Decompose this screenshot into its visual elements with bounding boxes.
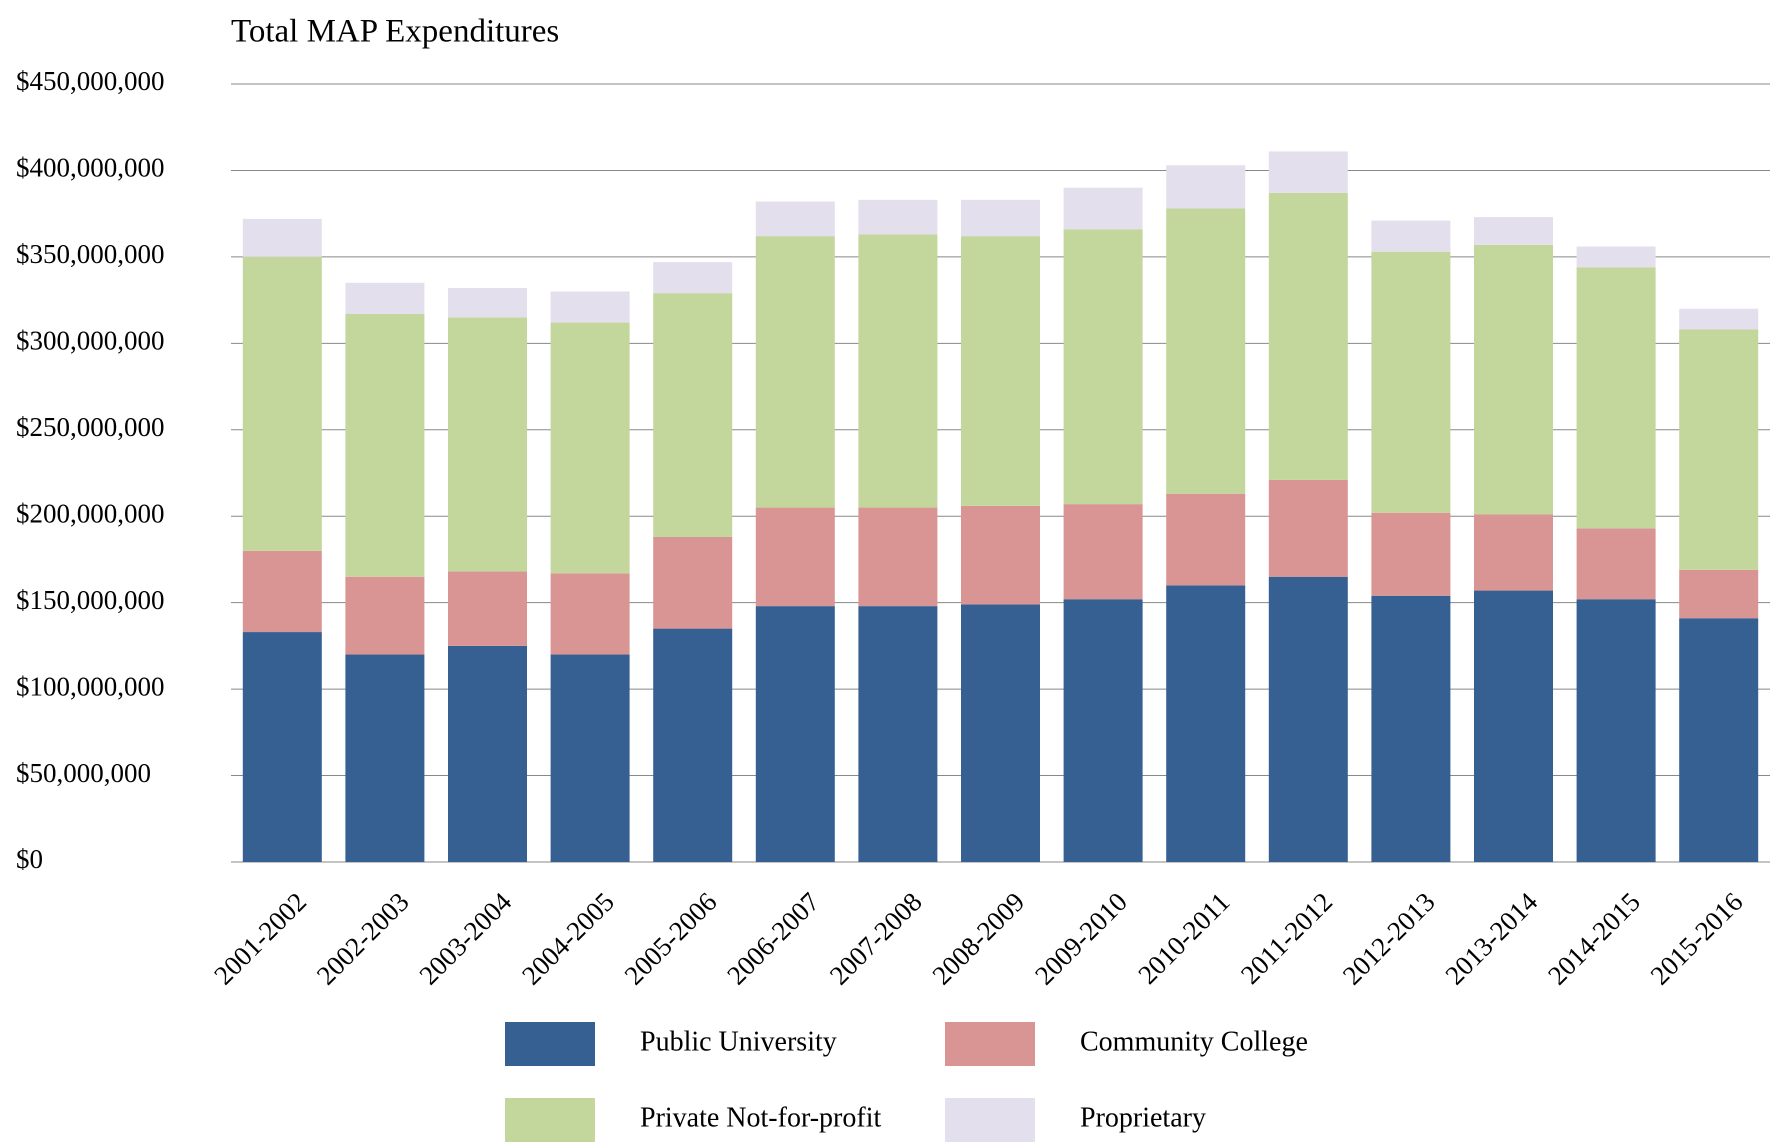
x-tick-label: 2004-2005 <box>516 887 620 991</box>
legend-swatch <box>505 1098 595 1142</box>
bar-segment <box>345 282 425 314</box>
legend-swatch <box>945 1098 1035 1142</box>
bar-segment <box>1268 151 1348 193</box>
bar-segment <box>447 288 528 318</box>
bar-segment <box>858 199 938 235</box>
bar-segment <box>1371 595 1451 862</box>
y-tick-label: $0 <box>16 844 43 874</box>
bar-segment <box>242 256 322 551</box>
bar-segment <box>653 262 733 294</box>
x-tick-label: 2006-2007 <box>721 887 825 991</box>
bar-segment <box>1679 618 1759 862</box>
bar-segment <box>858 234 938 508</box>
bar-segment <box>1268 192 1348 480</box>
bar-segment <box>1063 504 1143 600</box>
bar-segment <box>1679 329 1759 570</box>
y-tick-label: $300,000,000 <box>16 326 165 356</box>
bar-segment <box>1268 576 1348 862</box>
bar-segment <box>550 654 630 862</box>
bar-segment <box>447 571 528 646</box>
legend-label: Private Not-for-profit <box>640 1102 881 1133</box>
x-tick-label: 2010-2011 <box>1132 887 1235 990</box>
y-tick-label: $400,000,000 <box>16 153 165 183</box>
bar-segment <box>755 236 835 508</box>
y-tick-label: $50,000,000 <box>16 758 151 788</box>
x-tick-label: 2013-2014 <box>1439 886 1543 990</box>
bar-segment <box>653 628 733 862</box>
bar-segment <box>550 291 630 323</box>
bar-segment <box>1473 590 1554 862</box>
bar-segment <box>858 507 938 607</box>
bar-segment <box>242 550 322 633</box>
y-tick-label: $250,000,000 <box>16 412 165 442</box>
bar-segment <box>755 201 835 237</box>
x-tick-label: 2007-2008 <box>824 887 928 991</box>
bar-segment <box>1576 246 1656 268</box>
y-tick-label: $100,000,000 <box>16 671 165 701</box>
bar-segment <box>1473 244 1554 515</box>
bar-segment <box>1371 251 1451 513</box>
y-tick-label: $450,000,000 <box>16 66 165 96</box>
y-tick-label: $150,000,000 <box>16 585 165 615</box>
x-tick-label: 2012-2013 <box>1337 887 1441 991</box>
bar-segment <box>653 536 733 629</box>
x-tick-label: 2014-2015 <box>1542 887 1646 991</box>
chart-title: Total MAP Expenditures <box>231 14 559 50</box>
bar-segment <box>960 199 1041 237</box>
bar-segment <box>1371 512 1451 596</box>
bar-segment <box>1268 479 1348 577</box>
x-tick-label: 2008-2009 <box>926 887 1030 991</box>
bar-segment <box>550 573 630 655</box>
bar-segment <box>242 632 322 862</box>
x-tick-label: 2005-2006 <box>619 887 723 991</box>
bar-segment <box>1576 599 1656 862</box>
legend-label: Proprietary <box>1080 1102 1206 1133</box>
bar-segment <box>960 505 1041 605</box>
y-tick-label: $350,000,000 <box>16 239 165 269</box>
bar-segment <box>550 322 630 574</box>
bar-segment <box>1063 229 1143 505</box>
bar-segment <box>1166 208 1246 494</box>
bar-segment <box>1063 187 1143 230</box>
x-tick-label: 2009-2010 <box>1029 887 1133 991</box>
bar-segment <box>447 317 528 572</box>
bar-segment <box>960 236 1041 506</box>
legend-label: Community College <box>1080 1026 1308 1057</box>
y-tick-label: $200,000,000 <box>16 498 165 528</box>
bar-segment <box>447 645 528 862</box>
bar-segment <box>960 604 1041 862</box>
bar-segment <box>345 654 425 862</box>
bar-segment <box>1063 599 1143 862</box>
bar-segment <box>755 507 835 607</box>
legend-swatch <box>945 1022 1035 1066</box>
bar-segment <box>1166 165 1246 209</box>
bar-segment <box>755 606 835 862</box>
legend-label: Public University <box>640 1026 837 1057</box>
bar-segment <box>1576 528 1656 600</box>
bar-segment <box>1679 569 1759 619</box>
x-tick-label: 2015-2016 <box>1645 887 1749 991</box>
bar-segment <box>1679 308 1759 330</box>
bar-segment <box>1166 493 1246 586</box>
x-tick-label: 2002-2003 <box>311 887 415 991</box>
bar-segment <box>858 606 938 862</box>
x-tick-label: 2003-2004 <box>413 886 517 990</box>
legend-swatch <box>505 1022 595 1066</box>
bar-segment <box>242 218 322 257</box>
bar-segment <box>1371 220 1451 252</box>
x-tick-label: 2001-2002 <box>208 887 312 991</box>
bar-segment <box>1166 585 1246 862</box>
bar-segment <box>1473 514 1554 591</box>
bar-segment <box>1473 217 1554 245</box>
bar-segment <box>653 293 733 537</box>
x-tick-label: 2011-2012 <box>1235 887 1338 990</box>
bar-segment <box>345 576 425 655</box>
bar-segment <box>1576 267 1656 529</box>
bar-segment <box>345 313 425 577</box>
